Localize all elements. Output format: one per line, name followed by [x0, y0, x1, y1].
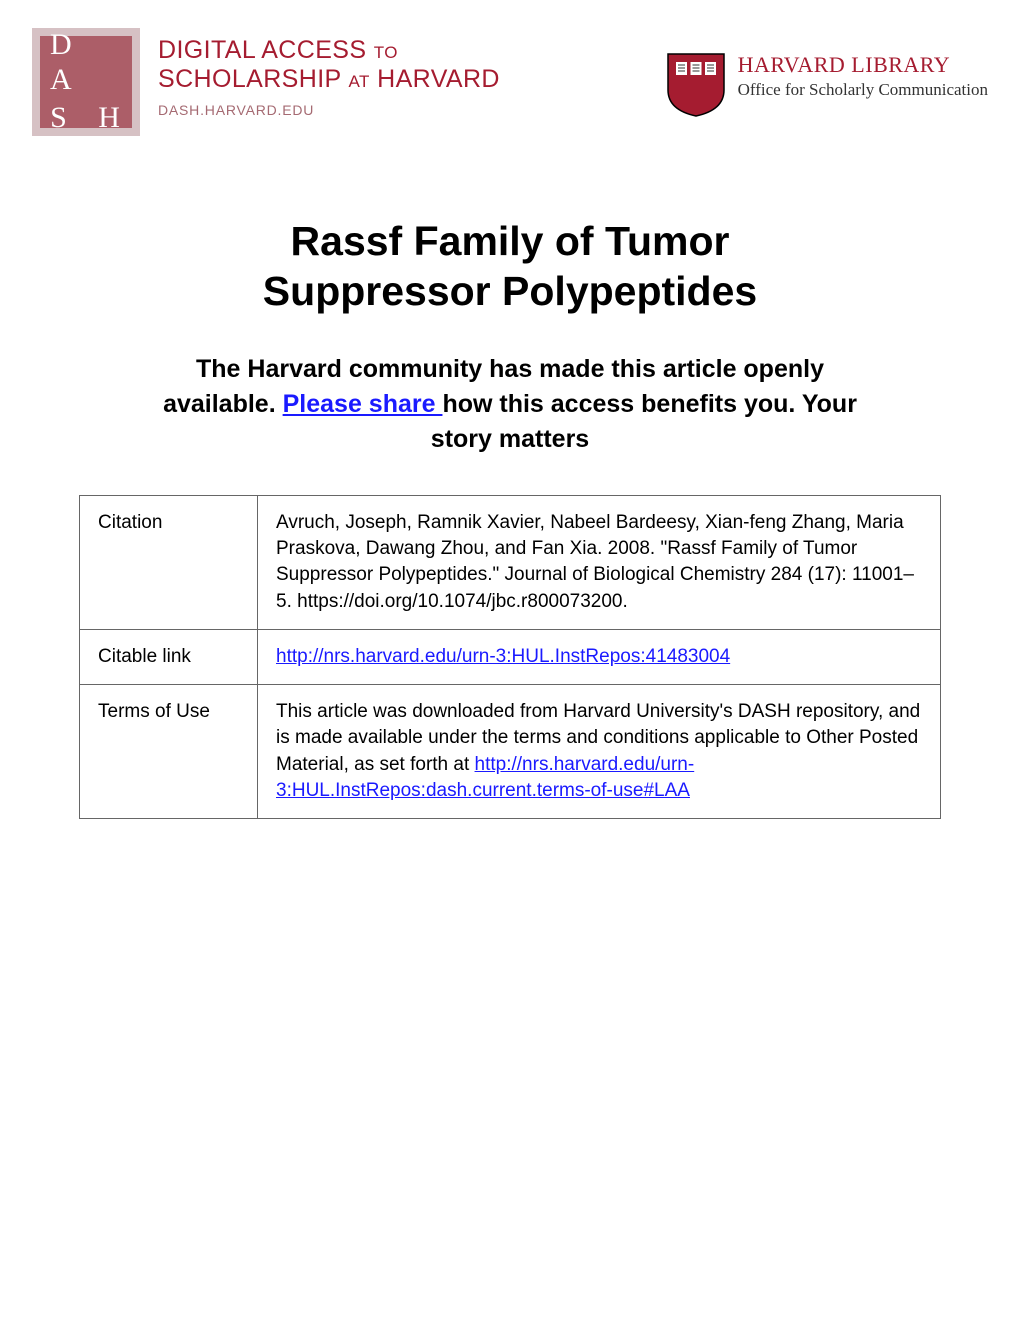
dash-logo-top: D A — [50, 28, 132, 97]
citation-label: Citation — [80, 496, 258, 630]
harvard-library-title: HARVARD LIBRARY — [738, 52, 988, 78]
table-row: Terms of Use This article was downloaded… — [80, 685, 941, 819]
title-line1: Rassf Family of Tumor — [291, 218, 730, 264]
dash-url: DASH.HARVARD.EDU — [158, 102, 500, 118]
dash-text: DIGITAL ACCESS TO SCHOLARSHIP AT HARVARD… — [158, 28, 500, 118]
table-row: Citation Avruch, Joseph, Ramnik Xavier, … — [80, 496, 941, 630]
title-line2: Suppressor Polypeptides — [263, 268, 757, 314]
dash-logo-bottom: S H — [50, 101, 132, 136]
dash-logo-icon: D A S H — [32, 28, 140, 136]
table-row: Citable link http://nrs.harvard.edu/urn-… — [80, 629, 941, 684]
citable-link[interactable]: http://nrs.harvard.edu/urn-3:HUL.InstRep… — [276, 646, 730, 667]
dash-line1-a: DIGITAL ACCESS — [158, 36, 366, 64]
harvard-library-text: HARVARD LIBRARY Office for Scholarly Com… — [738, 52, 988, 100]
subtitle-post: how this access benefits you. Your story… — [431, 390, 857, 453]
harvard-library-subtitle: Office for Scholarly Communication — [738, 80, 988, 100]
dash-line2-b: AT — [349, 72, 370, 91]
metadata-table: Citation Avruch, Joseph, Ramnik Xavier, … — [79, 495, 941, 819]
citable-link-label: Citable link — [80, 629, 258, 684]
harvard-shield-icon — [666, 52, 726, 118]
open-access-statement: The Harvard community has made this arti… — [140, 352, 880, 457]
dash-line1: DIGITAL ACCESS TO — [158, 36, 500, 65]
dash-line2: SCHOLARSHIP AT HARVARD — [158, 65, 500, 94]
terms-label: Terms of Use — [80, 685, 258, 819]
terms-value: This article was downloaded from Harvard… — [258, 685, 941, 819]
dash-branding: D A S H DIGITAL ACCESS TO SCHOLARSHIP AT… — [32, 28, 500, 136]
citation-value: Avruch, Joseph, Ramnik Xavier, Nabeel Ba… — [258, 496, 941, 630]
page-header: D A S H DIGITAL ACCESS TO SCHOLARSHIP AT… — [0, 0, 1020, 146]
document-title: Rassf Family of Tumor Suppressor Polypep… — [0, 216, 1020, 316]
harvard-library-branding: HARVARD LIBRARY Office for Scholarly Com… — [666, 28, 988, 118]
dash-line2-c: HARVARD — [377, 65, 500, 93]
dash-line1-b: TO — [374, 43, 398, 62]
citable-link-value: http://nrs.harvard.edu/urn-3:HUL.InstRep… — [258, 629, 941, 684]
dash-line2-a: SCHOLARSHIP — [158, 65, 341, 93]
please-share-link[interactable]: Please share — [283, 390, 443, 418]
